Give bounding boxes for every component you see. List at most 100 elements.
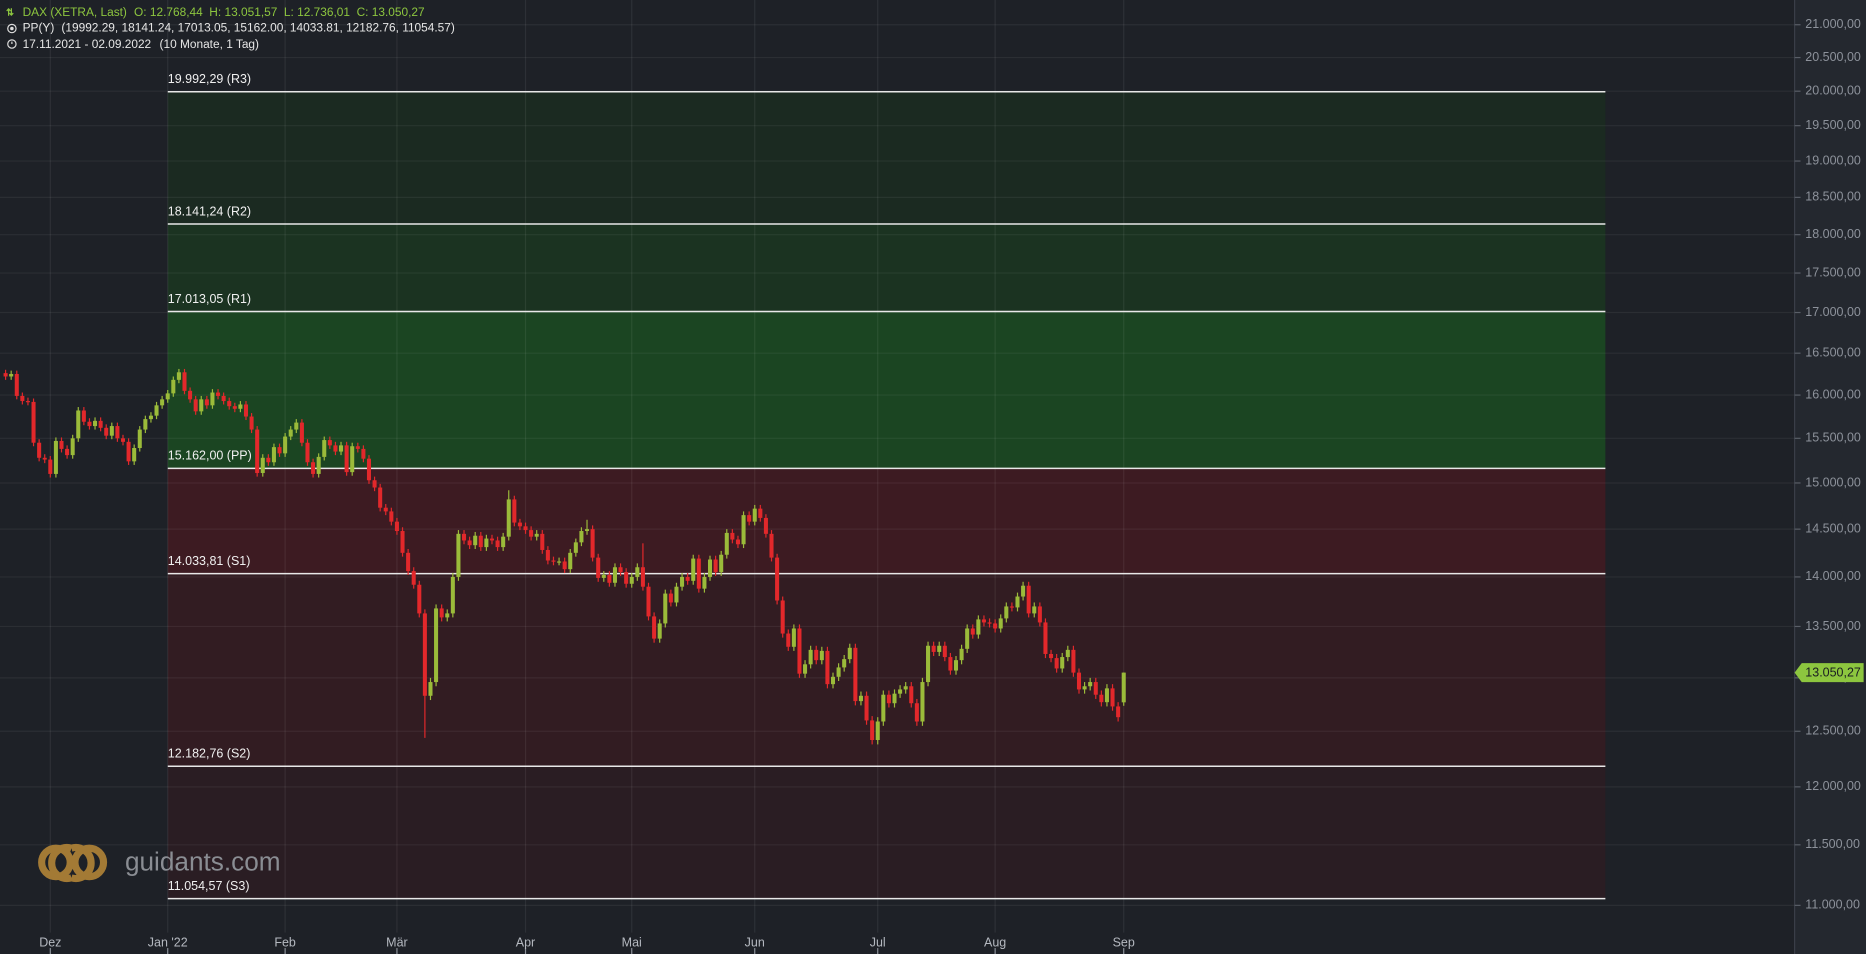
candle-body <box>1009 606 1014 608</box>
candle-body <box>389 511 394 522</box>
candle-body <box>1021 585 1026 597</box>
y-tick-label: 21.000,00 <box>1805 17 1861 31</box>
candle-body <box>864 695 869 721</box>
candle-body <box>909 686 914 704</box>
y-tick-label: 12.000,00 <box>1805 779 1861 793</box>
candle-body <box>344 445 349 473</box>
candle-body <box>892 693 897 704</box>
candle-body <box>171 379 176 394</box>
pivot-zone <box>167 311 1606 469</box>
candle-body <box>674 586 679 603</box>
candle-body <box>624 572 629 584</box>
candle-body <box>193 399 198 412</box>
candle-body <box>361 448 366 459</box>
candle-body <box>797 628 802 674</box>
candle-body <box>914 703 919 722</box>
candle-body <box>534 533 539 537</box>
candle-body <box>506 499 511 537</box>
y-tick-label: 11.000,00 <box>1805 898 1860 912</box>
candle-body <box>842 659 847 668</box>
candle-body <box>489 538 494 541</box>
candle-body <box>20 395 25 402</box>
candle-body <box>316 456 321 474</box>
candle-body <box>327 440 332 446</box>
candle-body <box>1049 653 1054 659</box>
candle-body <box>249 416 254 430</box>
candle-body <box>685 576 690 581</box>
x-tick-label: Dez <box>39 936 61 950</box>
candle-body <box>199 399 204 412</box>
candle-body <box>607 574 612 583</box>
candle-body <box>406 552 411 572</box>
candle-body <box>920 682 925 722</box>
candle-body <box>775 557 780 601</box>
candle-body <box>484 538 489 548</box>
x-tick-label: Apr <box>516 936 535 950</box>
candle-body <box>255 429 260 474</box>
candle-body <box>37 442 42 458</box>
candle-body <box>154 405 159 416</box>
y-tick-label: 19.000,00 <box>1805 153 1861 167</box>
pivot-zones <box>167 91 1606 899</box>
candle-body <box>1076 672 1082 690</box>
candle-body <box>668 593 673 603</box>
candle-body <box>970 628 975 635</box>
y-tick-label: 12.500,00 <box>1805 724 1861 738</box>
candle-body <box>1121 672 1126 703</box>
candle-body <box>808 649 813 665</box>
candle-body <box>646 586 651 617</box>
candle-body <box>886 694 891 704</box>
candle-body <box>439 608 444 618</box>
candle-body <box>260 457 265 474</box>
candle-body <box>148 415 153 420</box>
candle-body <box>238 404 243 409</box>
candle-body <box>803 664 808 674</box>
candle-body <box>758 508 763 518</box>
candle-body <box>976 619 981 635</box>
candle-body <box>350 446 355 473</box>
candle-body <box>65 448 70 456</box>
candle-body <box>366 458 372 481</box>
candle-body <box>188 390 193 400</box>
x-tick-label: Feb <box>274 936 296 950</box>
candle-body <box>953 660 959 671</box>
candle-body <box>1004 606 1009 619</box>
candle-body <box>730 532 735 540</box>
y-tick-label: 11.500,00 <box>1805 837 1860 851</box>
candle-body <box>579 531 584 543</box>
candle-body <box>311 462 316 474</box>
axes: 11.000,00 11.500,00 12.000,00 12.500,00 13.0… <box>39 17 1864 954</box>
indicator-icon <box>7 23 17 34</box>
candle-body <box>926 645 931 683</box>
candle-body <box>1015 596 1020 608</box>
candle-body <box>741 515 746 545</box>
candle-body <box>1093 682 1098 695</box>
candle-body <box>132 448 137 462</box>
candle-body <box>277 447 282 454</box>
candle-body <box>137 429 142 449</box>
x-tick-label: Jan '22 <box>148 936 188 950</box>
candle-body <box>59 440 64 449</box>
candle-body <box>1032 606 1037 614</box>
candle-body <box>702 576 707 589</box>
candle-body <box>378 487 383 508</box>
y-tick-label: 14.500,00 <box>1805 521 1861 535</box>
candle-body <box>339 445 344 452</box>
candle-body <box>25 401 30 403</box>
pivot-zone <box>167 91 1606 225</box>
candle-body <box>176 372 181 380</box>
candle-body <box>204 399 209 406</box>
pivot-lines: 19.992,29 (R3) 18.141,24 (R2) 17.013,05 (R… <box>167 72 1606 900</box>
last-price-label: 13.050,27 <box>1805 665 1861 679</box>
candle-body <box>819 650 824 661</box>
x-tick-label: Mär <box>386 936 408 950</box>
candle-body <box>618 567 623 573</box>
y-tick-label: 14.000,00 <box>1805 569 1861 583</box>
candle-body <box>1099 694 1104 703</box>
candle-body <box>747 515 752 522</box>
candle-body <box>545 549 550 561</box>
pivot-label: 17.013,05 (R1) <box>168 292 251 306</box>
candle-body <box>165 393 170 400</box>
pivot-label: 18.141,24 (R2) <box>168 204 251 218</box>
